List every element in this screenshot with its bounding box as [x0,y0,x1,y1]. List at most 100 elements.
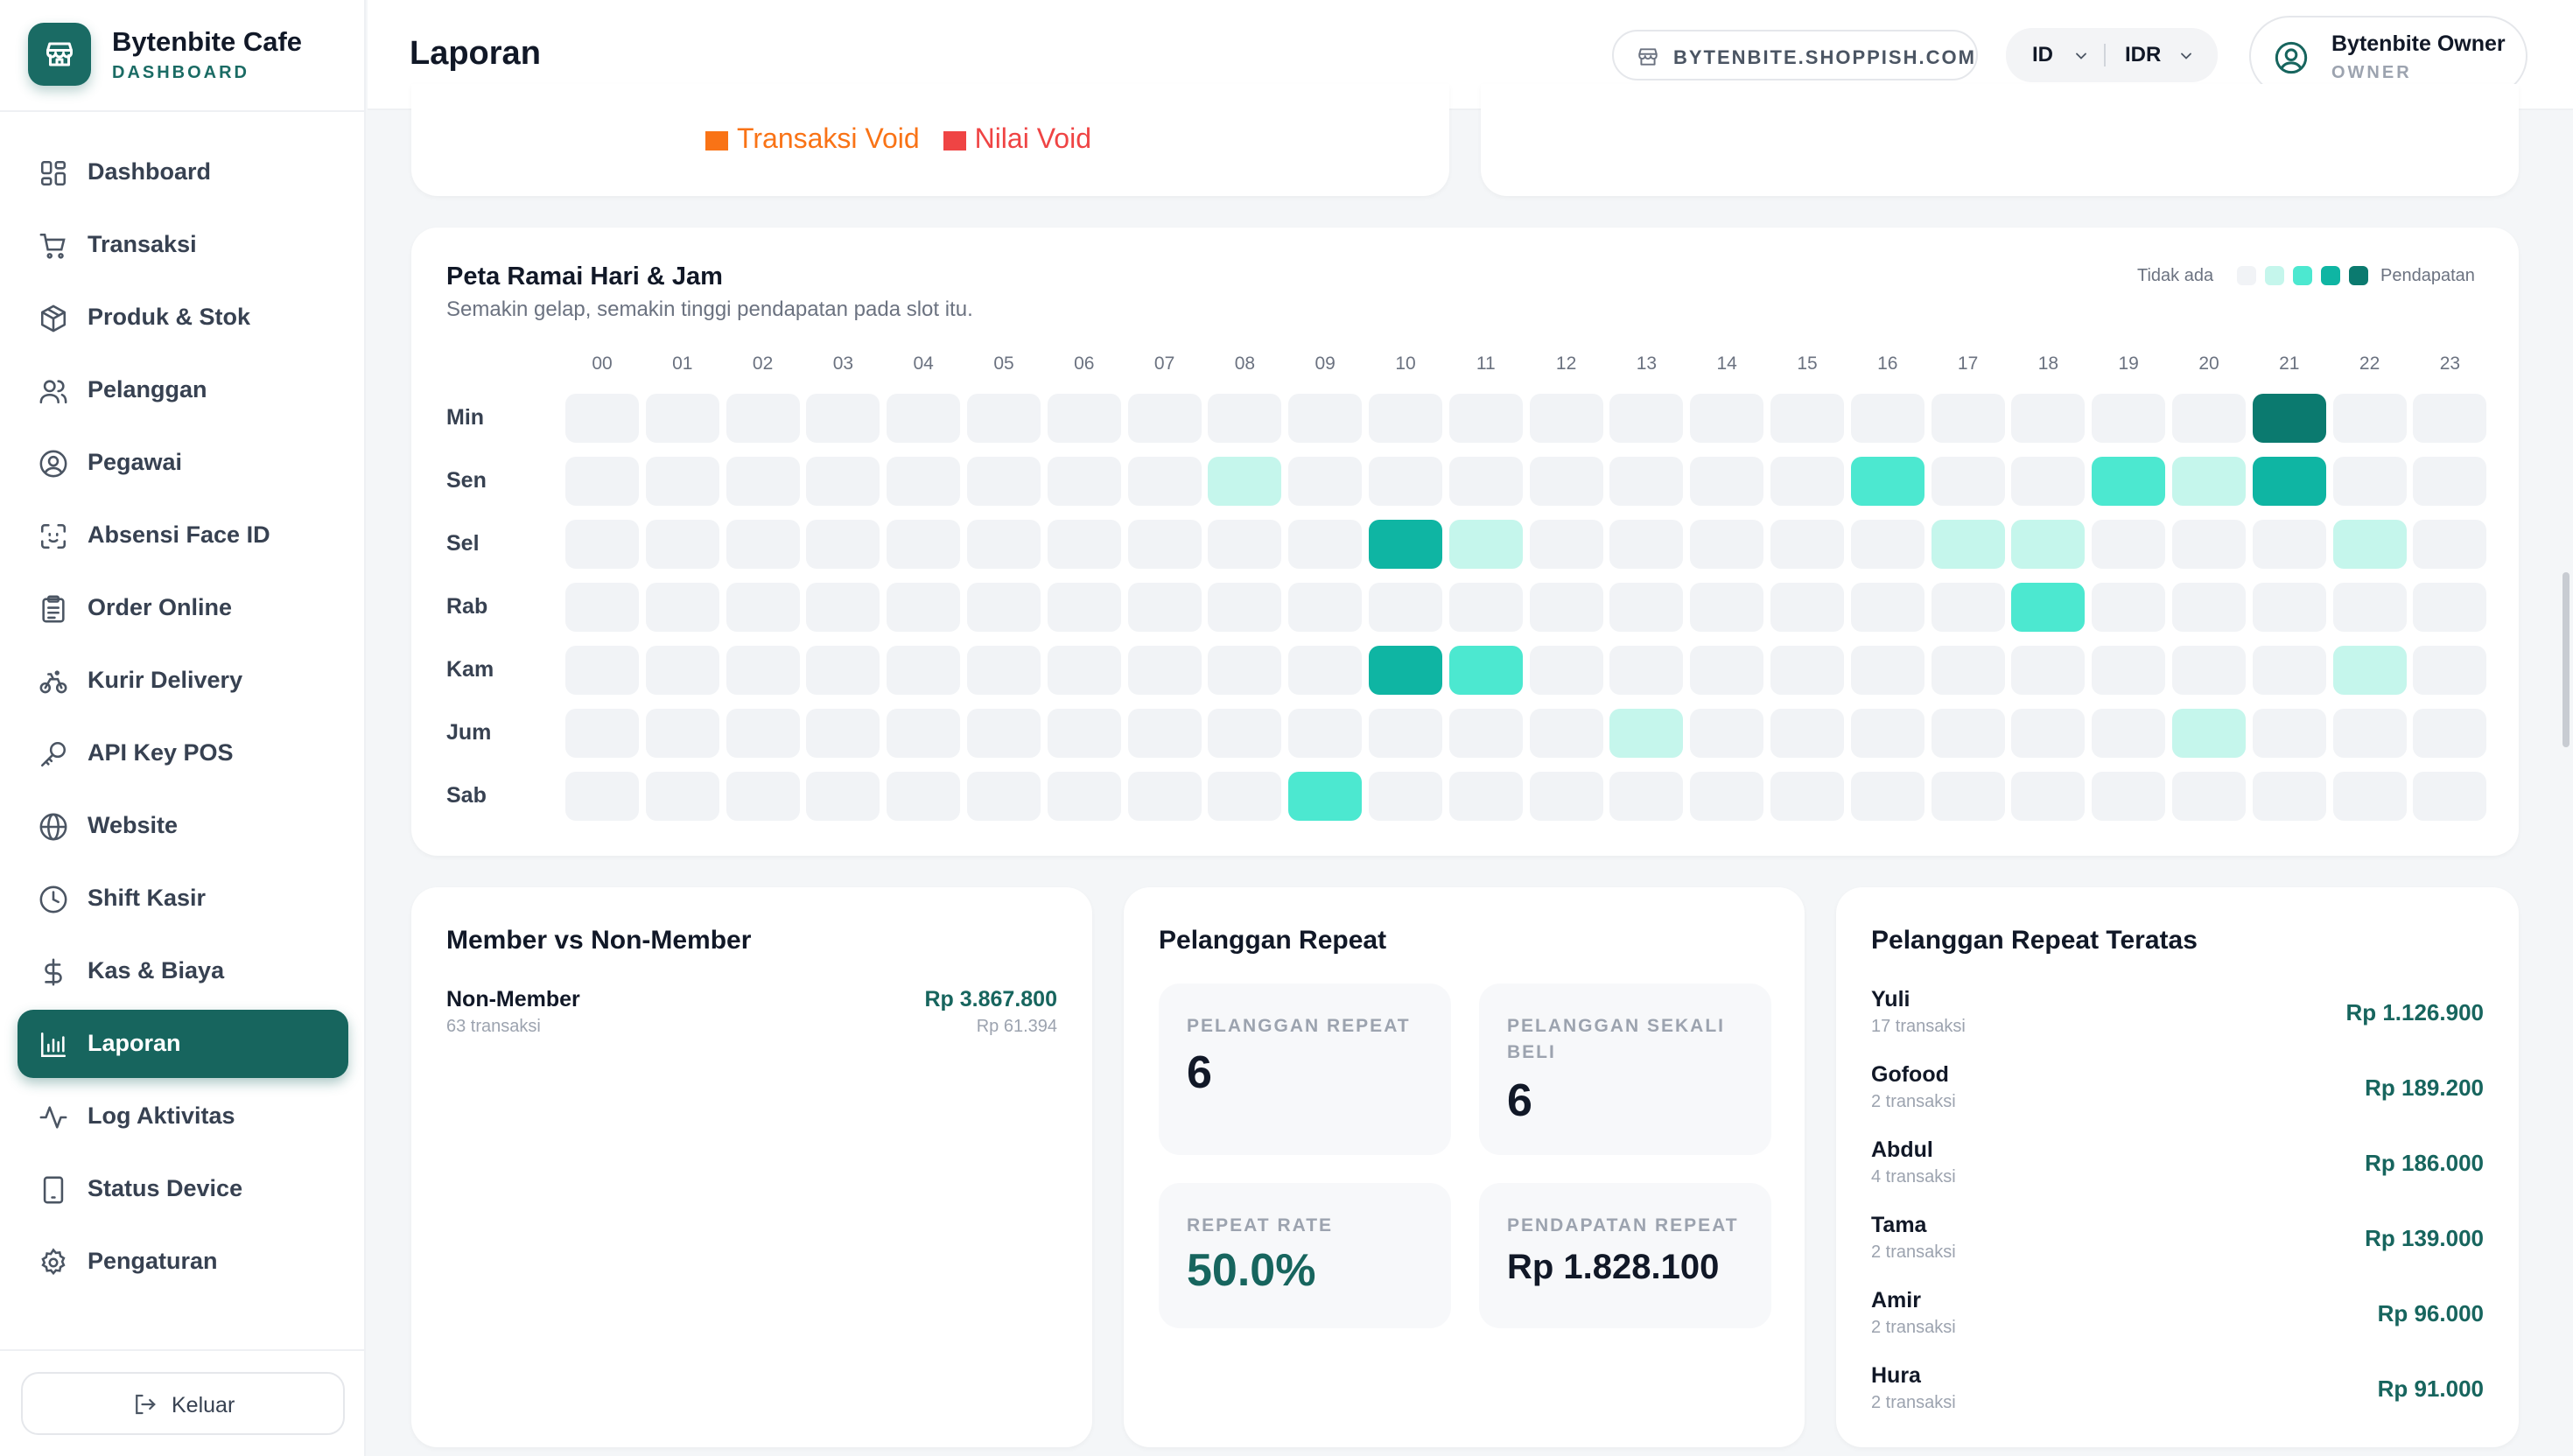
heatmap-cell[interactable] [2011,457,2086,506]
heatmap-cell[interactable] [2092,457,2166,506]
heatmap-cell[interactable] [1047,772,1121,821]
heatmap-cell[interactable] [2011,709,2086,758]
heatmap-cell[interactable] [887,646,961,695]
heatmap-cell[interactable] [2172,457,2246,506]
heatmap-cell[interactable] [2332,520,2407,569]
heatmap-cell[interactable] [726,583,800,632]
heatmap-cell[interactable] [887,772,961,821]
heatmap-cell[interactable] [1770,772,1844,821]
heatmap-cell[interactable] [726,394,800,443]
heatmap-cell[interactable] [2252,583,2326,632]
heatmap-cell[interactable] [1931,457,2005,506]
heatmap-cell[interactable] [1931,646,2005,695]
heatmap-cell[interactable] [2413,709,2487,758]
heatmap-cell[interactable] [1127,457,1202,506]
heatmap-cell[interactable] [1690,457,1764,506]
heatmap-cell[interactable] [726,457,800,506]
heatmap-cell[interactable] [1931,772,2005,821]
heatmap-cell[interactable] [806,520,880,569]
sidebar-item-shift-kasir[interactable]: Shift Kasir [18,864,348,933]
heatmap-cell[interactable] [1850,646,1924,695]
heatmap-cell[interactable] [2332,394,2407,443]
heatmap-cell[interactable] [1127,709,1202,758]
logout-button[interactable]: Keluar [21,1372,345,1435]
heatmap-cell[interactable] [1448,772,1523,821]
heatmap-cell[interactable] [645,583,719,632]
heatmap-cell[interactable] [1770,457,1844,506]
heatmap-cell[interactable] [806,394,880,443]
sidebar-item-pegawai[interactable]: Pegawai [18,429,348,497]
heatmap-cell[interactable] [1208,709,1282,758]
heatmap-cell[interactable] [1208,457,1282,506]
heatmap-cell[interactable] [2413,457,2487,506]
heatmap-cell[interactable] [1448,520,1523,569]
heatmap-cell[interactable] [1369,520,1442,569]
heatmap-cell[interactable] [1288,394,1363,443]
heatmap-cell[interactable] [2092,709,2166,758]
sidebar-item-pelanggan[interactable]: Pelanggan [18,356,348,424]
sidebar-item-laporan[interactable]: Laporan [18,1010,348,1078]
heatmap-cell[interactable] [2252,709,2326,758]
heatmap-cell[interactable] [1047,709,1121,758]
language-select[interactable]: ID [2032,43,2053,66]
heatmap-cell[interactable] [1770,646,1844,695]
heatmap-cell[interactable] [806,709,880,758]
heatmap-cell[interactable] [565,709,639,758]
sidebar-item-api-key-pos[interactable]: API Key POS [18,719,348,788]
heatmap-cell[interactable] [1208,772,1282,821]
heatmap-cell[interactable] [2172,394,2246,443]
sidebar-item-status-device[interactable]: Status Device [18,1155,348,1223]
heatmap-cell[interactable] [1127,394,1202,443]
heatmap-cell[interactable] [2092,772,2166,821]
heatmap-cell[interactable] [2092,583,2166,632]
heatmap-cell[interactable] [1448,583,1523,632]
heatmap-cell[interactable] [2413,520,2487,569]
heatmap-cell[interactable] [967,520,1041,569]
heatmap-cell[interactable] [967,457,1041,506]
heatmap-cell[interactable] [2252,646,2326,695]
heatmap-cell[interactable] [1529,772,1603,821]
heatmap-cell[interactable] [967,583,1041,632]
heatmap-cell[interactable] [726,520,800,569]
sidebar-item-pengaturan[interactable]: Pengaturan [18,1228,348,1296]
heatmap-cell[interactable] [645,772,719,821]
heatmap-cell[interactable] [967,394,1041,443]
heatmap-cell[interactable] [1369,646,1442,695]
heatmap-cell[interactable] [726,772,800,821]
heatmap-cell[interactable] [1850,520,1924,569]
heatmap-cell[interactable] [1047,583,1121,632]
heatmap-cell[interactable] [2252,457,2326,506]
heatmap-cell[interactable] [887,394,961,443]
heatmap-cell[interactable] [2011,772,2086,821]
heatmap-cell[interactable] [1770,709,1844,758]
heatmap-cell[interactable] [2092,394,2166,443]
heatmap-cell[interactable] [1047,394,1121,443]
heatmap-cell[interactable] [1770,520,1844,569]
heatmap-cell[interactable] [1127,520,1202,569]
sidebar-item-produk-stok[interactable]: Produk & Stok [18,284,348,352]
heatmap-cell[interactable] [1609,520,1684,569]
heatmap-cell[interactable] [1208,583,1282,632]
heatmap-cell[interactable] [1690,520,1764,569]
heatmap-cell[interactable] [565,457,639,506]
heatmap-cell[interactable] [1690,772,1764,821]
heatmap-cell[interactable] [1288,709,1363,758]
currency-select[interactable]: IDR [2125,43,2162,66]
heatmap-cell[interactable] [1850,457,1924,506]
heatmap-cell[interactable] [1208,394,1282,443]
heatmap-cell[interactable] [1609,772,1684,821]
heatmap-cell[interactable] [1609,457,1684,506]
heatmap-cell[interactable] [2413,394,2487,443]
heatmap-cell[interactable] [1208,646,1282,695]
heatmap-cell[interactable] [887,709,961,758]
heatmap-cell[interactable] [1369,583,1442,632]
sidebar-item-kas-biaya[interactable]: Kas & Biaya [18,937,348,1005]
heatmap-cell[interactable] [2011,646,2086,695]
heatmap-cell[interactable] [1208,520,1282,569]
heatmap-cell[interactable] [1529,583,1603,632]
heatmap-cell[interactable] [1127,646,1202,695]
heatmap-cell[interactable] [1770,583,1844,632]
sidebar-item-transaksi[interactable]: Transaksi [18,211,348,279]
heatmap-cell[interactable] [1448,457,1523,506]
heatmap-cell[interactable] [1529,709,1603,758]
